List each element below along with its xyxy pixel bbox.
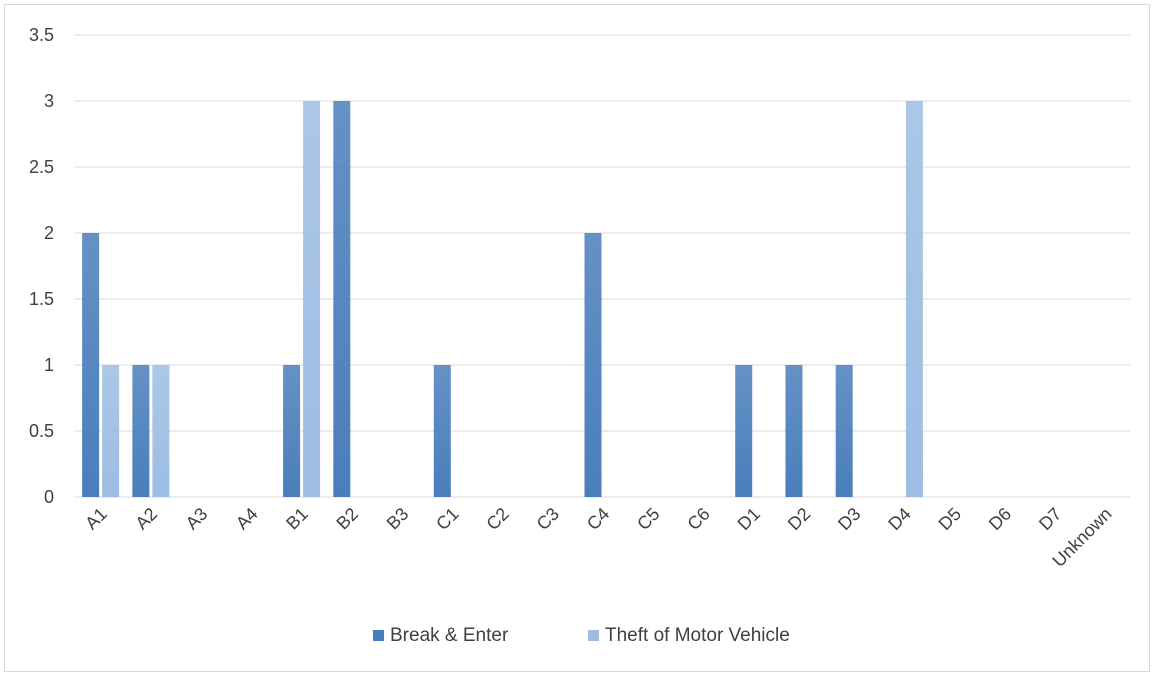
legend-swatch	[373, 630, 384, 641]
bar-break-enter-d3	[835, 365, 853, 497]
x-tick-label: B1	[282, 504, 312, 534]
x-tick-label: C2	[482, 504, 512, 534]
x-tick-label: D5	[935, 504, 965, 534]
bars	[82, 101, 923, 497]
y-tick-label: 1.5	[29, 289, 54, 309]
bar-break-enter-a2	[132, 365, 150, 497]
y-tick-label: 0.5	[29, 421, 54, 441]
x-tick-label: C5	[633, 504, 663, 534]
y-tick-label: 2.5	[29, 157, 54, 177]
x-tick-label: B3	[383, 504, 413, 534]
bar-break-enter-c4	[584, 233, 602, 497]
x-tick-label: D6	[985, 504, 1015, 534]
legend-label: Break & Enter	[390, 625, 509, 646]
bar-theft-of-motor-vehicle-a2	[152, 365, 170, 497]
x-tick-label: C1	[432, 504, 462, 534]
x-tick-label: C6	[683, 504, 713, 534]
bar-break-enter-c1	[433, 365, 451, 497]
x-tick-label: A3	[182, 504, 212, 534]
gridlines	[75, 34, 1130, 498]
y-tick-label: 2	[44, 223, 54, 243]
x-tick-label: C3	[533, 504, 563, 534]
x-tick-label: A1	[81, 504, 111, 534]
legend: Break & Enter Theft of Motor Vehicle	[373, 625, 790, 646]
bar-theft-of-motor-vehicle-b1	[303, 101, 321, 497]
bar-break-enter-d2	[785, 365, 803, 497]
legend-label: Theft of Motor Vehicle	[605, 625, 790, 646]
x-tick-label: D2	[784, 504, 814, 534]
bar-break-enter-d1	[735, 365, 753, 497]
x-tick-label: D7	[1035, 504, 1065, 534]
y-tick-label: 0	[44, 487, 54, 507]
bar-break-enter-b1	[283, 365, 301, 497]
y-tick-label: 1	[44, 355, 54, 375]
bar-theft-of-motor-vehicle-d4	[905, 101, 923, 497]
x-tick-label: D3	[834, 504, 864, 534]
x-axis-tick-labels: A1 A2 A3 A4 B1 B2 B3 C1 C2 C3 C4 C5 C6 D1 D2 D3 D4 D5 D6 D7…	[81, 504, 1115, 571]
x-tick-label: D1	[734, 504, 764, 534]
bar-theft-of-motor-vehicle-a1	[102, 365, 120, 497]
bar-break-enter-a1	[82, 233, 100, 497]
y-tick-label: 3.5	[29, 25, 54, 45]
y-tick-label: 3	[44, 91, 54, 111]
legend-swatch	[588, 630, 599, 641]
x-tick-label: A2	[131, 504, 161, 534]
y-axis-tick-labels: 0 0.5 1 1.5 2 2.5 3 3.5	[29, 25, 54, 507]
x-tick-label: C4	[583, 504, 613, 534]
x-tick-label: B2	[332, 504, 362, 534]
chart-frame	[4, 4, 1150, 672]
x-tick-label: A4	[232, 504, 262, 534]
bar-break-enter-b2	[333, 101, 351, 497]
x-tick-label: D4	[884, 504, 914, 534]
